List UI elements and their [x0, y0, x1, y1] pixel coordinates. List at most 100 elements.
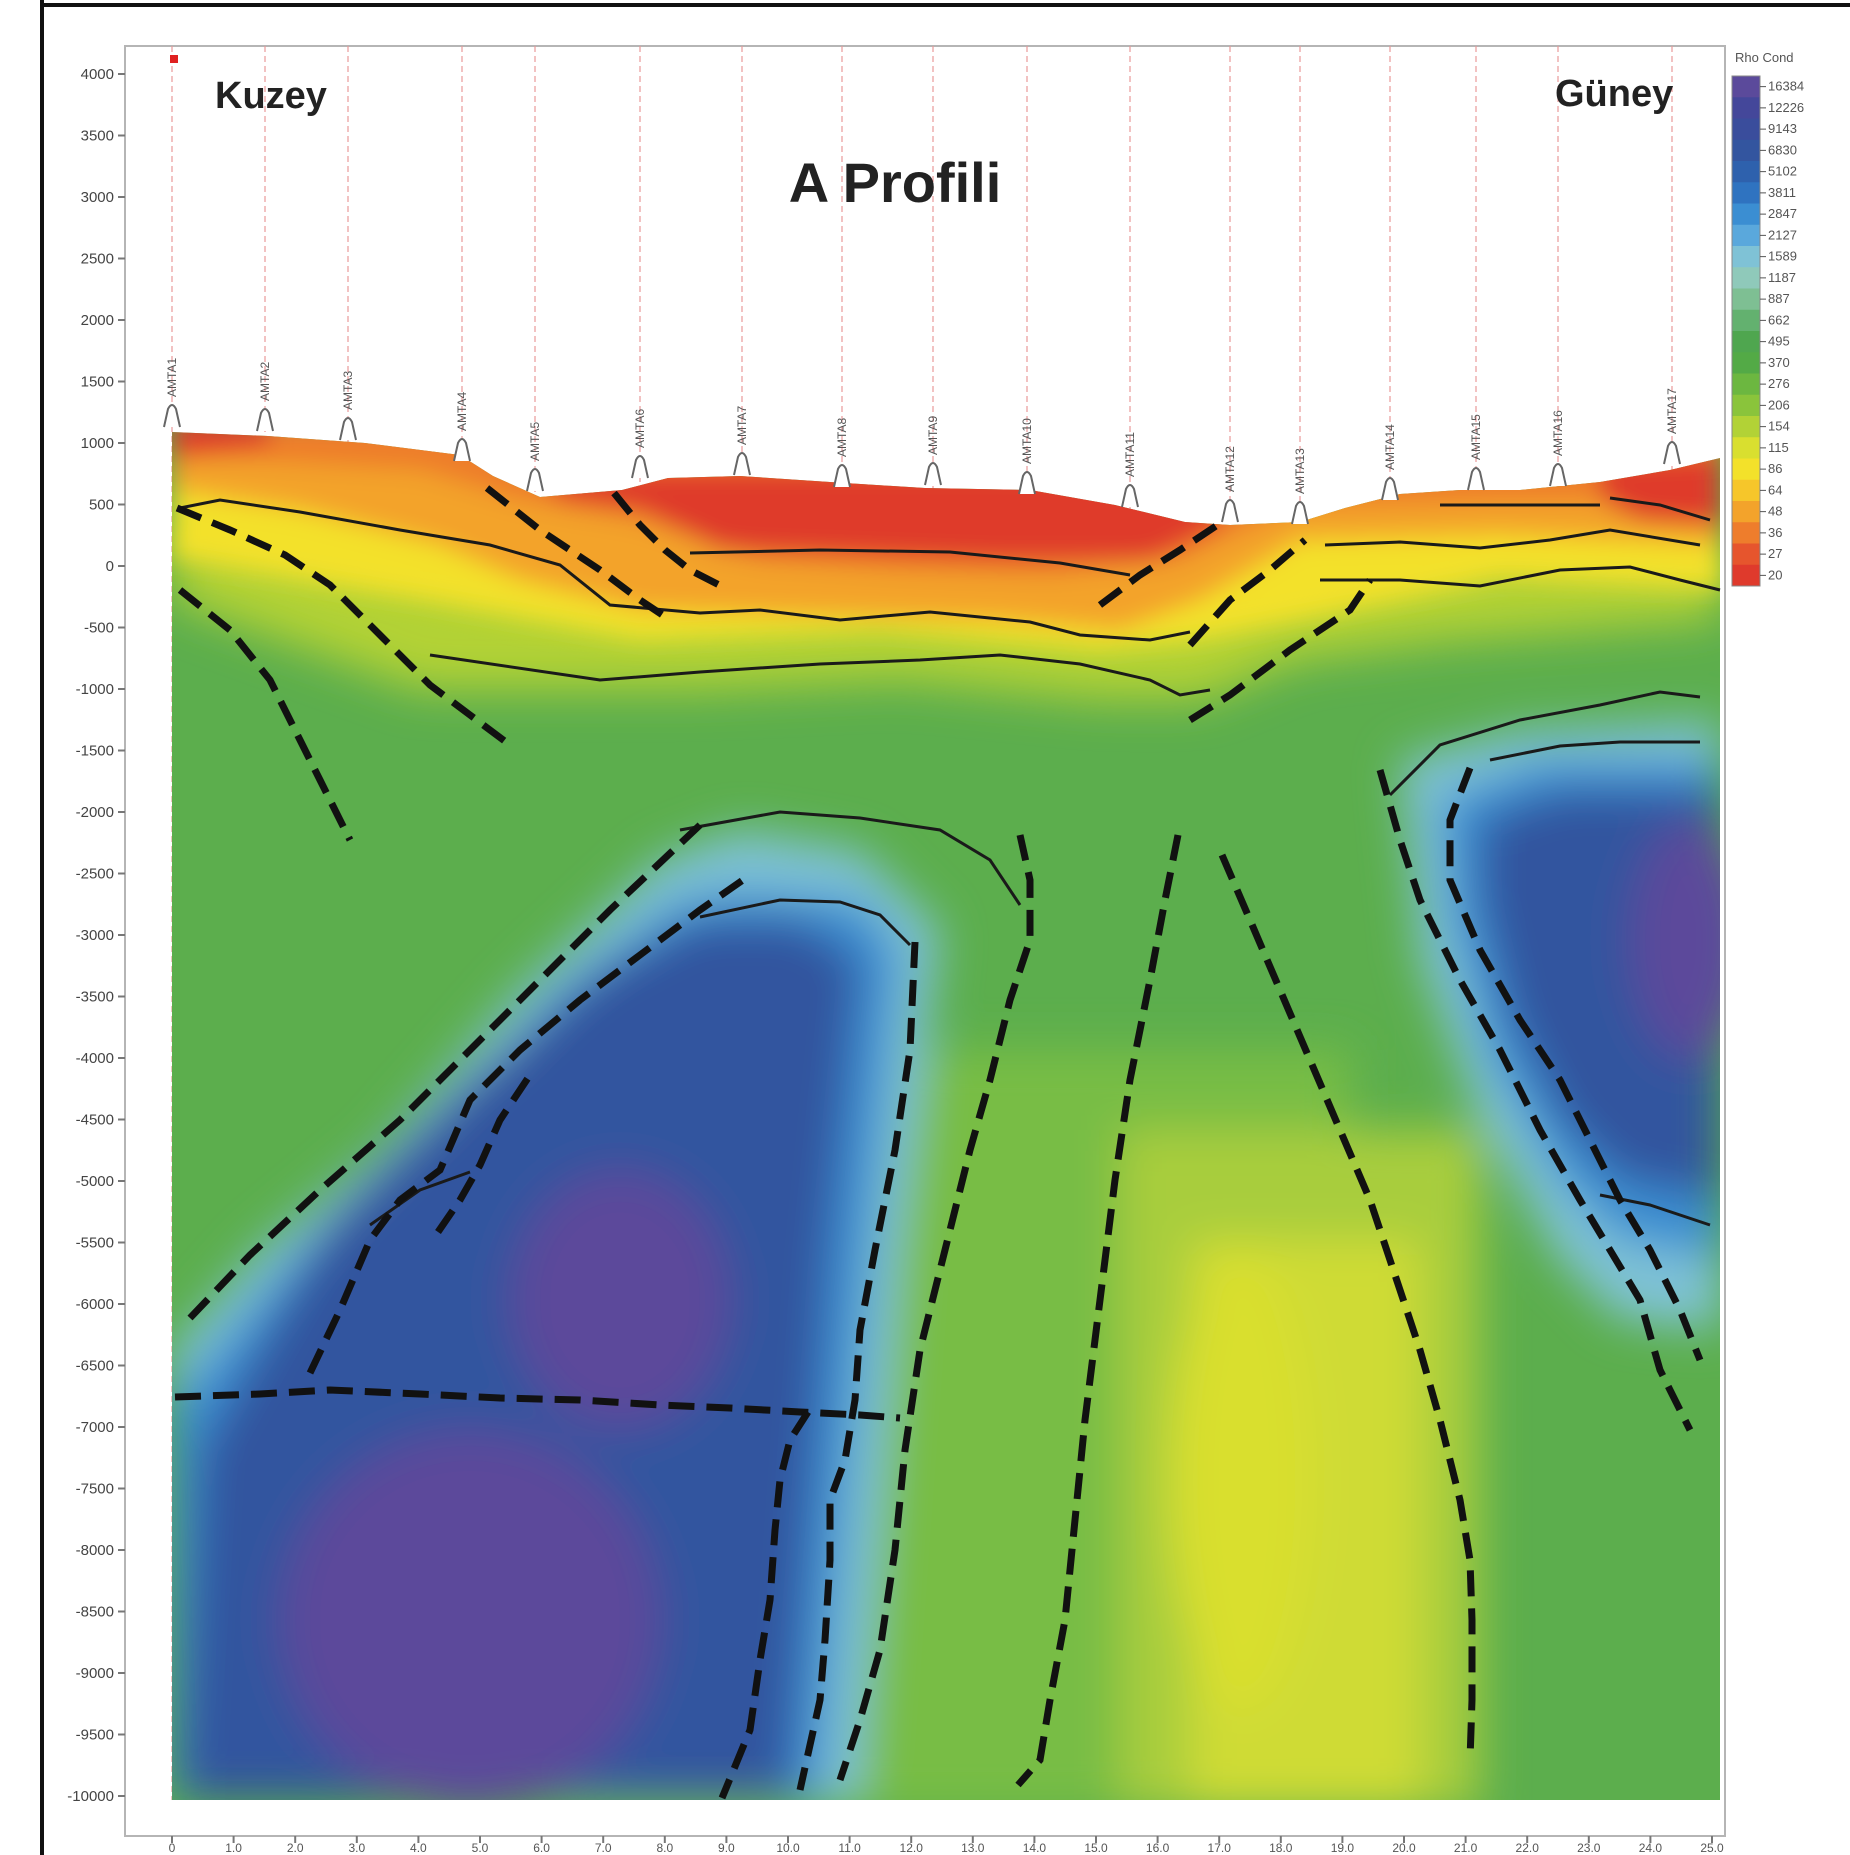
fault-lines [174, 485, 1704, 1800]
right-direction-label: Güney [1555, 73, 1673, 115]
x-tick-label: 5.0 [472, 1841, 489, 1855]
legend-swatch [1732, 161, 1760, 183]
y-tick-label: -5000 [76, 1173, 114, 1190]
legend-swatch [1732, 394, 1760, 417]
x-tick-label: 8.0 [656, 1841, 673, 1855]
x-tick-label: 20.0 [1392, 1841, 1416, 1855]
station-label: AMTA13 [1293, 448, 1307, 494]
station-marker-icon [256, 408, 274, 432]
legend-value: 115 [1768, 440, 1789, 455]
station-label: AMTA17 [1665, 388, 1679, 434]
x-tick-label: 11.0 [838, 1841, 861, 1855]
x-tick-label: 22.0 [1516, 1841, 1540, 1855]
y-tick-label: -6500 [76, 1358, 114, 1375]
x-tick-label: 25.0 [1700, 1841, 1724, 1855]
y-tick-label: 3500 [81, 128, 114, 145]
left-direction-label: Kuzey [215, 75, 327, 117]
legend-value: 36 [1768, 525, 1782, 540]
legend-value: 6830 [1768, 142, 1797, 157]
station-marker-icon [1663, 441, 1681, 465]
station-marker-icon [339, 417, 357, 441]
legend-swatch [1732, 224, 1760, 247]
y-tick-label: -6000 [76, 1296, 114, 1313]
station-label: AMTA10 [1020, 418, 1034, 464]
station-marker-icon [1291, 501, 1309, 525]
y-tick-label: 2000 [81, 312, 114, 329]
station-label: AMTA5 [528, 422, 542, 461]
y-tick-label: -7500 [76, 1481, 114, 1498]
legend-value: 3811 [1768, 185, 1796, 200]
station-marker-icon [453, 438, 471, 462]
station-marker-icon [733, 452, 751, 476]
legend-value: 48 [1768, 504, 1782, 519]
y-tick-label: -2000 [76, 804, 114, 821]
x-tick-label: 18.0 [1269, 1841, 1293, 1855]
y-tick-label: -3000 [76, 927, 114, 944]
y-tick-label: 1500 [81, 374, 114, 391]
legend-swatch [1732, 97, 1760, 119]
legend-value: 9143 [1768, 121, 1797, 136]
x-tick-label: 17.0 [1208, 1841, 1232, 1855]
x-tick-label: 10.0 [776, 1841, 800, 1855]
page-border [40, 0, 1850, 1855]
legend-value: 64 [1768, 482, 1782, 497]
legend-value: 20 [1768, 567, 1782, 582]
y-tick-label: 0 [106, 558, 114, 575]
station-marker-icon [1549, 463, 1567, 487]
legend-value: 276 [1768, 376, 1790, 391]
legend-value: 370 [1768, 355, 1790, 370]
legend-swatch [1732, 543, 1760, 566]
legend-swatch [1732, 373, 1760, 396]
x-tick-label: 13.0 [961, 1841, 985, 1855]
y-tick-label: -7000 [76, 1419, 114, 1436]
x-tick-label: 4.0 [410, 1841, 427, 1855]
x-tick-label: 6.0 [533, 1841, 550, 1855]
station-label: AMTA12 [1223, 446, 1237, 492]
legend-swatch [1732, 458, 1760, 481]
legend-value: 1187 [1768, 270, 1796, 285]
y-tick-label: -1000 [76, 681, 114, 698]
chart-title: A Profili [789, 151, 1002, 214]
station-marker-icon [526, 468, 544, 492]
legend-swatch [1732, 76, 1760, 98]
y-tick-label: 1000 [81, 435, 114, 452]
legend-swatch [1732, 118, 1760, 141]
y-tick-label: -4000 [76, 1050, 114, 1067]
station-label: AMTA14 [1383, 424, 1397, 470]
station-label: AMTA16 [1551, 410, 1565, 456]
y-tick-label: -9500 [76, 1727, 114, 1744]
legend-swatch [1732, 309, 1760, 332]
legend-swatch [1732, 416, 1760, 438]
station-marker-icon [1381, 477, 1399, 501]
legend-swatch [1732, 288, 1760, 311]
legend-value: 2127 [1768, 227, 1797, 242]
legend-swatch [1732, 501, 1760, 523]
x-axis: 0 1.0 2.0 3.0 4.0 5.0 6.0 7.0 8.0 9.0 10.0 11.0 12.0… [169, 1836, 1724, 1855]
legend-value: 662 [1768, 312, 1790, 327]
station-marker-icon [631, 455, 649, 479]
legend-value: 16384 [1768, 79, 1804, 94]
station-label: AMTA9 [926, 416, 940, 455]
legend-swatch [1732, 203, 1760, 226]
x-tick-label: 12.0 [900, 1841, 924, 1855]
layer-boundaries [179, 496, 1721, 1227]
y-tick-label: -3500 [76, 989, 114, 1006]
x-tick-label: 21.0 [1454, 1841, 1478, 1855]
station-label: AMTA7 [735, 406, 749, 445]
y-tick-label: 3000 [81, 189, 114, 206]
legend-value: 86 [1768, 461, 1782, 476]
station-label: AMTA11 [1123, 432, 1137, 477]
legend-value: 154 [1768, 419, 1790, 434]
station-marker-icon [1121, 484, 1139, 508]
x-tick-label: 24.0 [1639, 1841, 1663, 1855]
x-tick-label: 15.0 [1084, 1841, 1108, 1855]
station-marker-icon [1018, 471, 1036, 495]
color-legend: Rho Cond 16384 12226 9143 6830 5102 3811 2847 2… [1731, 50, 1804, 587]
legend-swatch [1732, 246, 1760, 268]
station-label: AMTA1 [165, 358, 179, 397]
legend-value: 495 [1768, 334, 1790, 349]
legend-swatch [1732, 139, 1760, 162]
station-label: AMTA8 [835, 418, 849, 457]
y-tick-label: -500 [84, 620, 114, 637]
x-tick-label: 16.0 [1146, 1841, 1170, 1855]
